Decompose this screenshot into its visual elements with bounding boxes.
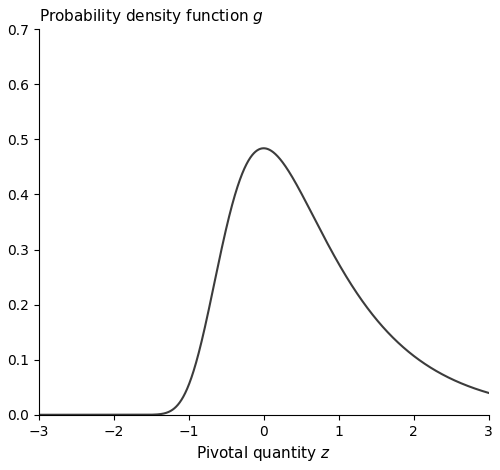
X-axis label: Pivotal quantity $z$: Pivotal quantity $z$ (196, 444, 331, 463)
Text: Probability density function $g$: Probability density function $g$ (38, 7, 264, 26)
